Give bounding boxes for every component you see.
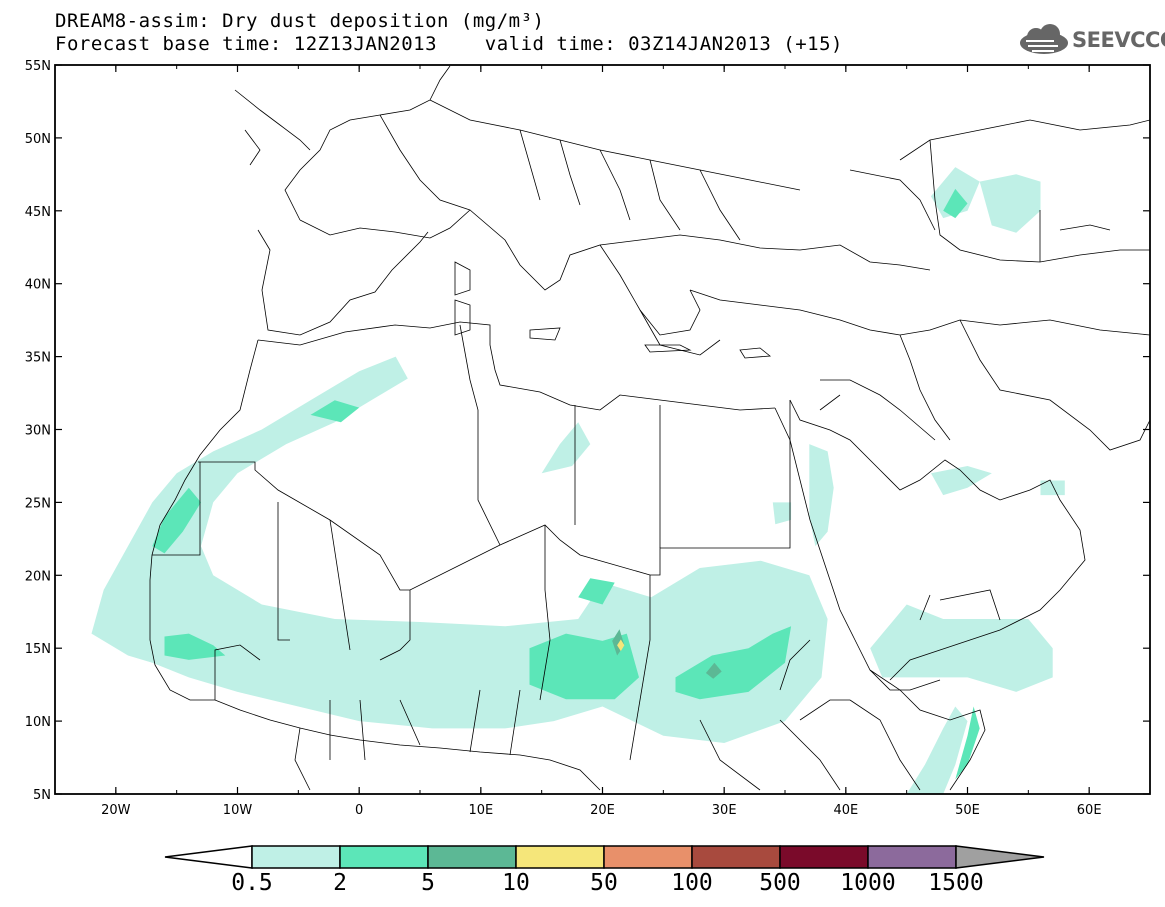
lon-label: 20W bbox=[101, 803, 131, 818]
dust-region-12 bbox=[310, 400, 360, 423]
colorbar-swatch bbox=[515, 845, 605, 869]
dust-region-13 bbox=[529, 633, 639, 700]
colorbar-label: 500 bbox=[759, 870, 801, 896]
dust-region-15 bbox=[675, 626, 792, 700]
dust-region-14 bbox=[578, 578, 615, 605]
dust-region-20 bbox=[617, 639, 625, 652]
axis-ticks: 55N 50N 45N 40N 35N 30N 25N 20N 15N 10N 5N 20W 10W 0 1… bbox=[25, 59, 1151, 818]
lon-label: 40E bbox=[833, 803, 858, 818]
dust-region-9 bbox=[979, 174, 1041, 233]
colorbar-label: 2 bbox=[333, 870, 347, 896]
lat-label: 40N bbox=[25, 278, 51, 293]
dust-region-11 bbox=[164, 633, 226, 660]
lat-label: 25N bbox=[25, 496, 51, 511]
lat-label: 10N bbox=[25, 715, 51, 730]
colorbar-label: 50 bbox=[590, 870, 618, 896]
lon-label: 30E bbox=[712, 803, 737, 818]
dust-region-0 bbox=[91, 356, 828, 743]
colorbar-label: 1000 bbox=[840, 870, 895, 896]
map-subtitle: Forecast base time: 12Z13JAN2013 valid t… bbox=[55, 33, 843, 55]
dust-region-17 bbox=[943, 188, 968, 219]
lon-label: 20E bbox=[590, 803, 615, 818]
country-borders bbox=[149, 65, 1150, 791]
colorbar-swatch bbox=[867, 845, 957, 869]
cloud-icon bbox=[1020, 24, 1068, 54]
colorbar: 0.5 2 5 10 50 100 500 1000 1500 bbox=[164, 845, 1045, 896]
lon-label: 60E bbox=[1077, 803, 1102, 818]
lat-label: 5N bbox=[33, 788, 51, 803]
dust-region-5 bbox=[1040, 480, 1065, 496]
lat-label: 15N bbox=[25, 642, 51, 657]
lat-label: 35N bbox=[25, 351, 51, 366]
logo-text: SEEVCCC bbox=[1072, 28, 1165, 52]
lon-label: 10E bbox=[468, 803, 493, 818]
lon-label: 10W bbox=[223, 803, 253, 818]
dust-region-19 bbox=[705, 662, 722, 679]
colorbar-swatch bbox=[779, 845, 869, 869]
dust-region-10 bbox=[152, 487, 201, 554]
lat-label: 55N bbox=[25, 59, 51, 74]
map-title: DREAM8-assim: Dry dust deposition (mg/m³… bbox=[55, 10, 545, 32]
lat-label: 20N bbox=[25, 569, 51, 584]
dust-region-2 bbox=[809, 444, 834, 547]
dust-region-1 bbox=[541, 422, 591, 474]
colorbar-swatch bbox=[603, 845, 693, 869]
lat-label: 45N bbox=[25, 205, 51, 220]
dust-region-6 bbox=[931, 466, 992, 496]
dust-region-4 bbox=[906, 706, 968, 794]
colorbar-swatch bbox=[251, 845, 341, 869]
lon-label: 0 bbox=[355, 803, 363, 818]
lat-label: 30N bbox=[25, 424, 51, 439]
colorbar-swatch bbox=[427, 845, 517, 869]
colorbar-over-triangle bbox=[955, 845, 1045, 869]
lat-label: 50N bbox=[25, 132, 51, 147]
dust-region-16 bbox=[955, 706, 980, 780]
colorbar-swatch bbox=[691, 845, 781, 869]
dust-region-7 bbox=[772, 502, 792, 525]
colorbar-label: 0.5 bbox=[231, 870, 273, 896]
colorbar-under-triangle bbox=[164, 845, 253, 869]
dust-field bbox=[91, 167, 1065, 794]
lon-label: 50E bbox=[955, 803, 980, 818]
colorbar-label: 10 bbox=[502, 870, 530, 896]
colorbar-label: 1500 bbox=[928, 870, 983, 896]
colorbar-label: 5 bbox=[421, 870, 435, 896]
colorbar-swatch bbox=[339, 845, 429, 869]
colorbar-label: 100 bbox=[671, 870, 713, 896]
